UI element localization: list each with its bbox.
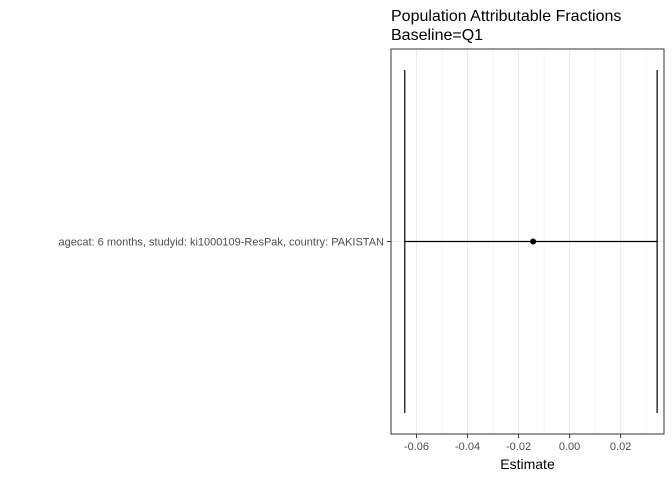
y-tick-label: agecat: 6 months, studyid: ki1000109-Res…: [59, 237, 385, 249]
x-tick-label: 0.00: [559, 441, 580, 453]
y-axis: agecat: 6 months, studyid: ki1000109-Res…: [59, 237, 391, 249]
chart-title-line-1: Population Attributable Fractions: [391, 8, 621, 25]
x-tick-label: -0.04: [455, 441, 480, 453]
chart-title-line-2: Baseline=Q1: [391, 27, 483, 44]
x-tick-label: -0.02: [506, 441, 531, 453]
x-axis-title: Estimate: [500, 456, 555, 472]
x-tick-label: 0.02: [610, 441, 631, 453]
x-tick-label: -0.06: [404, 441, 429, 453]
data-layer: [404, 70, 658, 413]
estimate-point: [530, 238, 537, 245]
plot-panel-border: [390, 48, 665, 435]
x-axis: -0.06 -0.04 -0.02 0.00 0.02: [404, 434, 631, 453]
